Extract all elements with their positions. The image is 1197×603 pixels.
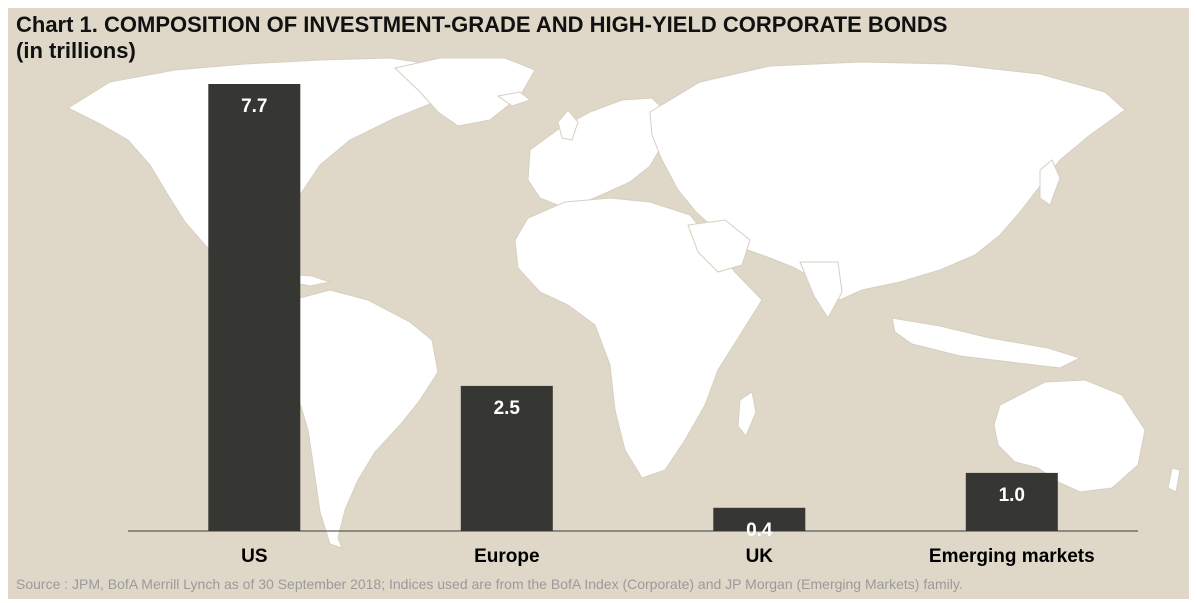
category-label-europe: Europe bbox=[474, 546, 539, 567]
chart-title: Chart 1. COMPOSITION OF INVESTMENT-GRADE… bbox=[16, 12, 948, 37]
value-label-europe: 2.5 bbox=[494, 398, 521, 419]
bar-uk bbox=[713, 507, 806, 531]
source-note: Source : JPM, BofA Merrill Lynch as of 3… bbox=[16, 576, 963, 592]
category-label-uk: UK bbox=[746, 546, 774, 567]
value-labels-group: 7.7 2.5 0.4 1.0 bbox=[241, 96, 1025, 541]
bar-us bbox=[208, 84, 301, 531]
category-label-emerging-markets: Emerging markets bbox=[929, 546, 1095, 567]
world-map-background bbox=[66, 57, 1181, 549]
chart-subtitle: (in trillions) bbox=[16, 38, 136, 63]
value-label-us: 7.7 bbox=[241, 96, 267, 117]
bar-emerging-markets bbox=[965, 472, 1058, 531]
category-labels-group: US Europe UK Emerging markets bbox=[241, 546, 1095, 567]
bar-europe bbox=[460, 385, 553, 531]
value-label-uk: 0.4 bbox=[746, 520, 773, 541]
value-label-emerging-markets: 1.0 bbox=[999, 485, 1025, 506]
category-label-us: US bbox=[241, 546, 267, 567]
bars-group bbox=[208, 84, 1058, 531]
